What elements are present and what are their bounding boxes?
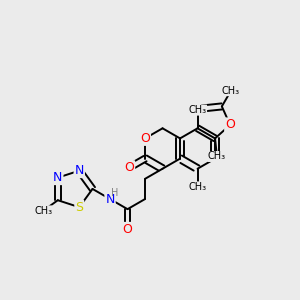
Text: CH₃: CH₃ [188,105,207,115]
Text: H: H [111,188,118,197]
Text: O: O [123,223,133,236]
Text: CH₃: CH₃ [208,152,226,161]
Text: O: O [140,132,150,145]
Text: CH₃: CH₃ [222,86,240,96]
Text: S: S [75,201,83,214]
Text: O: O [225,118,235,131]
Text: CH₃: CH₃ [188,182,207,192]
Text: O: O [124,161,134,174]
Text: N: N [53,171,62,184]
Text: N: N [75,164,84,177]
Text: N: N [105,193,115,206]
Text: CH₃: CH₃ [34,206,52,216]
